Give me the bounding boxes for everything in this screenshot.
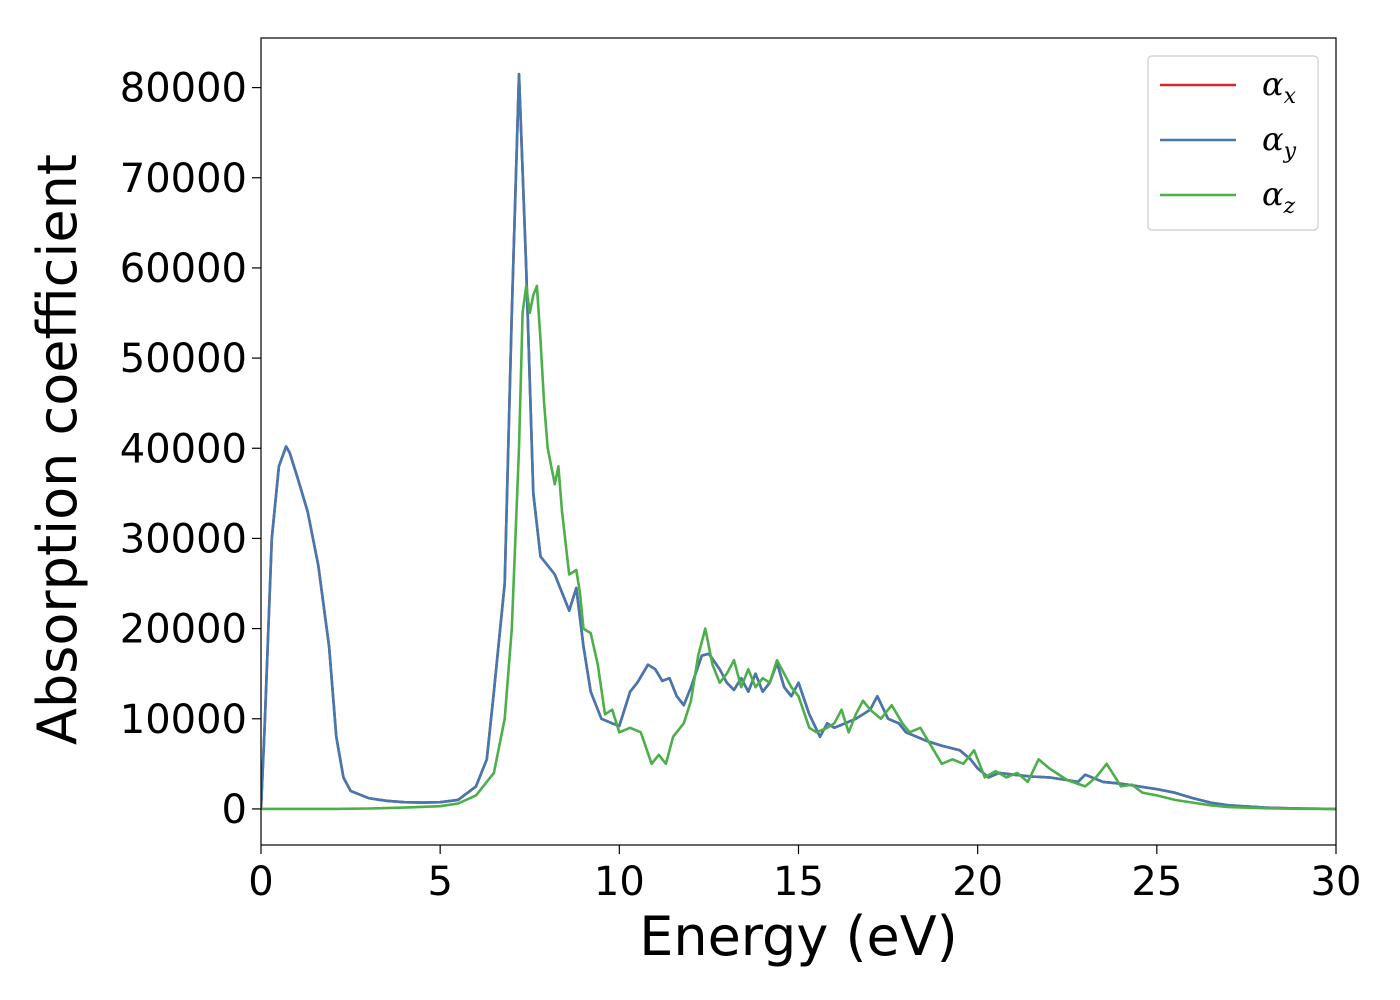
y-tick-label: 70000	[120, 156, 247, 202]
y-tick-label: 0	[222, 787, 247, 833]
series-line-z	[261, 284, 1336, 811]
series-layer	[261, 72, 1336, 811]
x-tick-label: 25	[1131, 859, 1182, 905]
x-axis: 0 5 10 15 20 25 30	[248, 845, 1361, 905]
y-tick-label: 60000	[120, 246, 247, 292]
legend-box	[1147, 55, 1319, 231]
y-tick-label: 30000	[120, 516, 247, 562]
legend-label-x: αx	[1262, 65, 1297, 109]
x-tick-label: 30	[1311, 859, 1362, 905]
y-tick-label: 40000	[120, 426, 247, 472]
y-tick-label: 20000	[120, 607, 247, 653]
x-tick-label: 10	[594, 859, 645, 905]
legend-label-z: αz	[1262, 175, 1296, 219]
x-tick-label: 0	[248, 859, 273, 905]
y-tick-label: 50000	[120, 336, 247, 382]
x-tick-label: 5	[427, 859, 452, 905]
y-tick-label: 10000	[120, 697, 247, 743]
x-tick-label: 15	[773, 859, 824, 905]
x-tick-label: 20	[952, 859, 1003, 905]
y-tick-label: 80000	[120, 66, 247, 112]
y-axis: 0 10000 20000 30000 40000 50000 60000 70000 8000…	[120, 66, 261, 833]
y-axis-title: Absorption coefficient	[26, 154, 89, 745]
legend: αx αy αz	[1147, 55, 1319, 231]
x-axis-title: Energy (eV)	[639, 905, 958, 968]
legend-label-y: αy	[1262, 120, 1297, 164]
